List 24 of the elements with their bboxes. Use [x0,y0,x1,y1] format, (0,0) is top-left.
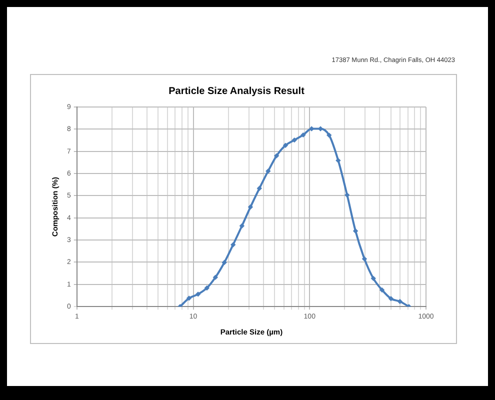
point [204,285,210,291]
chart-title: Particle Size Analysis Result [168,86,306,97]
point [379,287,385,293]
point [292,137,298,143]
point [186,296,192,301]
point [195,292,201,297]
point [397,298,403,304]
point [212,274,218,280]
point [326,132,332,138]
point [239,223,245,228]
point [248,204,254,210]
point [344,192,350,198]
point [336,158,341,164]
point [222,260,227,266]
point [266,168,271,174]
point [274,153,280,158]
point [362,256,368,262]
point [300,132,306,138]
point [352,228,358,234]
point [230,242,236,248]
point [370,276,376,282]
point [282,142,288,148]
point [256,186,262,191]
point [388,296,394,302]
